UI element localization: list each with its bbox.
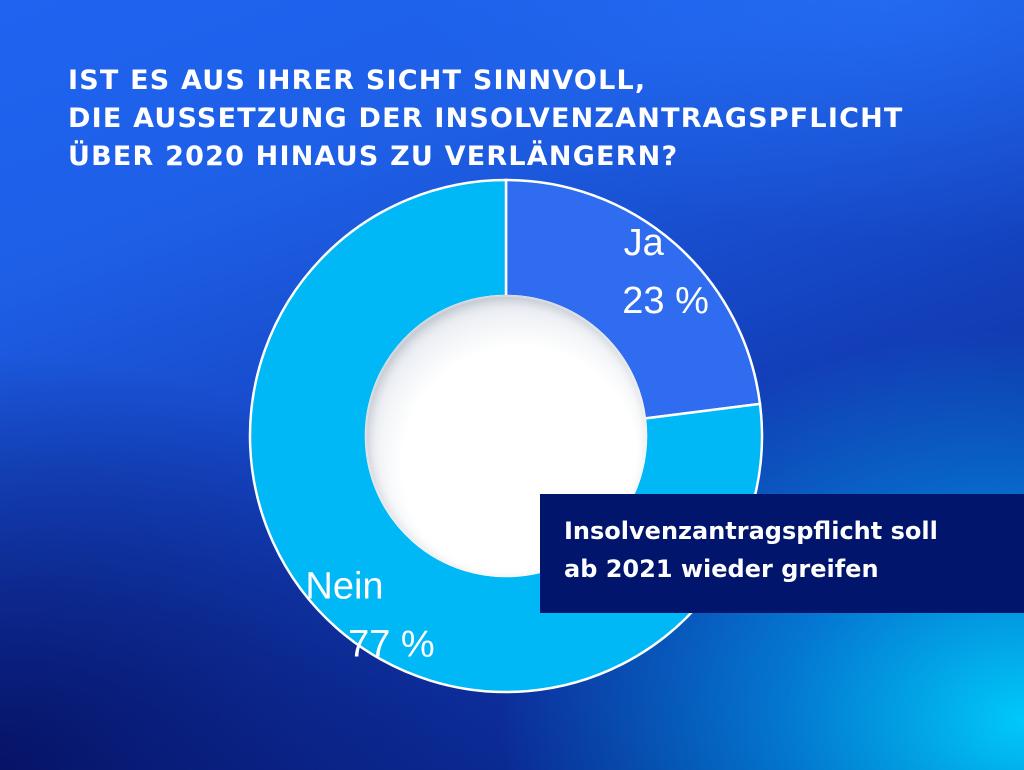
donut-labels: Ja 23 % Nein 77 % — [305, 222, 709, 666]
title-line-1: IST ES AUS IHRER SICHT SINNVOLL, — [68, 65, 647, 96]
callout-line-1: Insolvenzantragspflicht soll — [564, 517, 938, 545]
title-line-3: ÜBER 2020 HINAUS ZU VERLÄNGERN? — [68, 141, 679, 172]
label-ja-value: 23 % — [622, 280, 709, 322]
chart-title: IST ES AUS IHRER SICHT SINNVOLL, DIE AUS… — [68, 62, 988, 176]
label-ja-name: Ja — [624, 222, 665, 264]
title-line-2: DIE AUSSETZUNG DER INSOLVENZANTRAGSPFLIC… — [68, 103, 904, 134]
callout-line-2: ab 2021 wieder greifen — [564, 555, 879, 583]
conclusion-callout: Insolvenzantragspflicht soll ab 2021 wie… — [540, 494, 1024, 613]
label-nein-value: 77 % — [348, 624, 435, 666]
label-nein-name: Nein — [305, 566, 383, 608]
